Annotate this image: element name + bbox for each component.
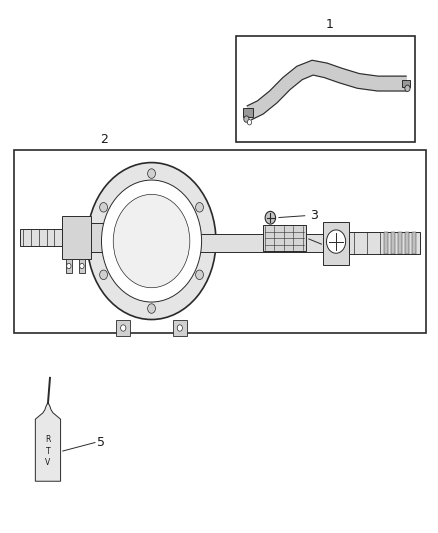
Bar [349, 231, 420, 254]
Bar [66, 259, 72, 273]
Bar [412, 231, 416, 254]
Bar [385, 231, 389, 254]
Bar [405, 231, 409, 254]
Ellipse shape [102, 180, 201, 302]
FancyBboxPatch shape [14, 150, 426, 333]
Bar [20, 229, 67, 246]
Bar [116, 319, 130, 336]
Bar [398, 231, 402, 254]
Bar [91, 223, 119, 252]
Circle shape [148, 169, 155, 179]
Circle shape [148, 304, 155, 313]
Circle shape [100, 203, 107, 212]
Circle shape [100, 270, 107, 280]
Text: 1: 1 [326, 18, 334, 30]
Bar [187, 233, 325, 252]
Circle shape [196, 203, 203, 212]
Circle shape [80, 263, 84, 269]
Circle shape [120, 325, 126, 331]
Circle shape [244, 116, 249, 122]
Circle shape [247, 119, 252, 125]
Text: 4: 4 [309, 239, 335, 254]
Bar [323, 222, 349, 265]
Bar [391, 231, 395, 254]
Circle shape [196, 270, 203, 280]
Bar [402, 80, 410, 87]
Polygon shape [247, 60, 406, 119]
Circle shape [177, 325, 183, 331]
Polygon shape [35, 403, 60, 481]
Text: 5: 5 [97, 436, 105, 449]
Bar [243, 109, 253, 117]
Text: R
T
V: R T V [45, 435, 51, 467]
Circle shape [67, 263, 71, 269]
Circle shape [326, 230, 346, 253]
Bar [62, 216, 91, 259]
Bar [262, 225, 306, 251]
Bar [79, 259, 85, 273]
Ellipse shape [113, 195, 190, 288]
FancyBboxPatch shape [237, 36, 415, 142]
Circle shape [265, 212, 276, 224]
Bar [173, 319, 187, 336]
Text: 3: 3 [279, 208, 318, 222]
Circle shape [405, 85, 410, 92]
Text: 2: 2 [100, 133, 108, 146]
Ellipse shape [87, 163, 216, 319]
